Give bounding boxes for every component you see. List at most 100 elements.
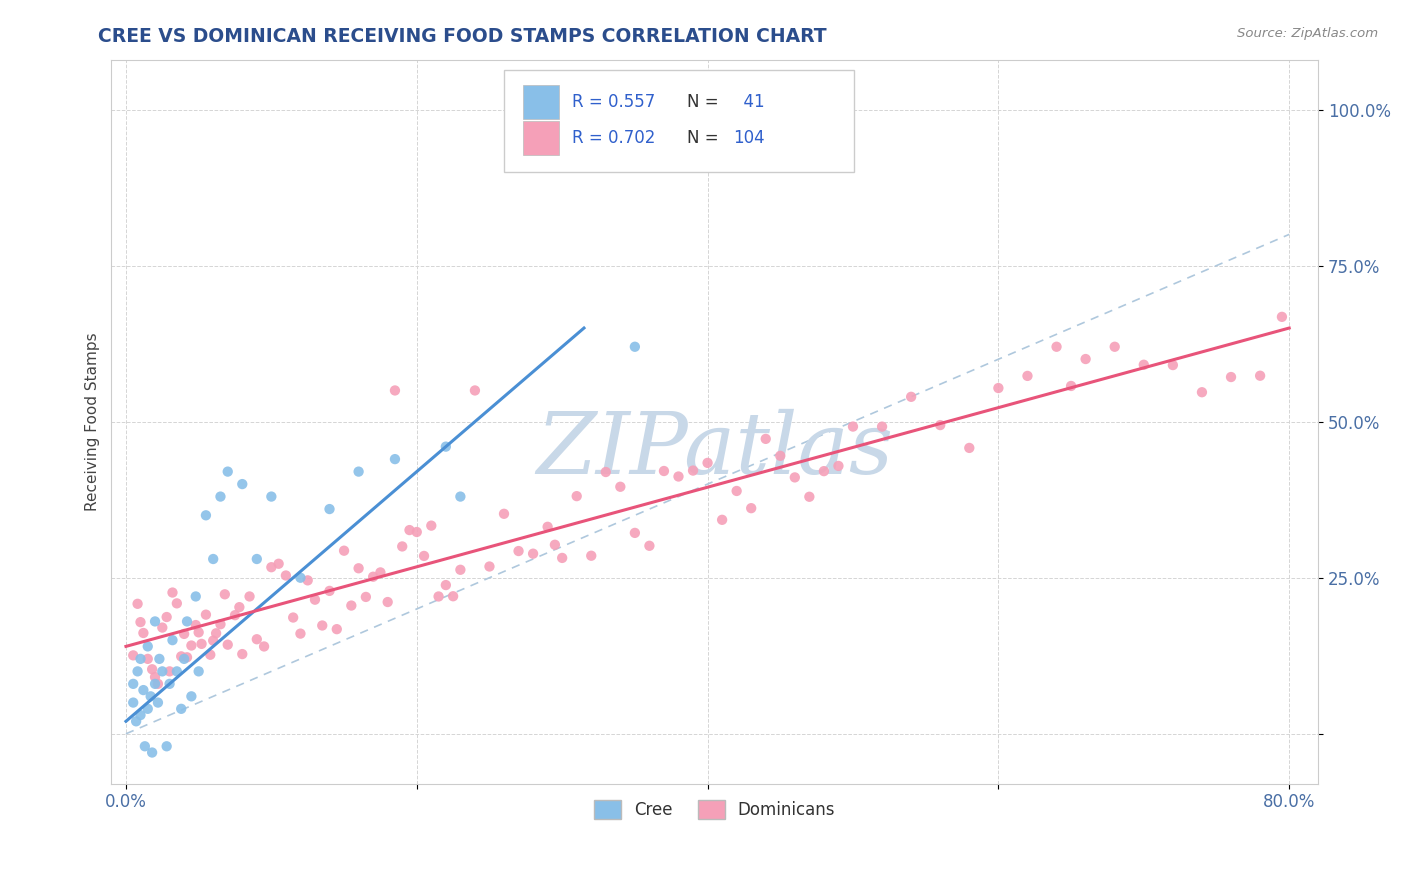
Point	[260, 560, 283, 574]
Point	[297, 574, 319, 588]
Point	[304, 592, 326, 607]
Point	[184, 618, 207, 632]
Point	[231, 647, 253, 661]
Point	[209, 490, 232, 504]
Point	[267, 557, 290, 571]
Point	[347, 465, 370, 479]
Point	[361, 570, 384, 584]
Point	[449, 490, 471, 504]
Point	[354, 590, 377, 604]
Point	[434, 578, 457, 592]
Point	[170, 702, 193, 716]
Point	[122, 648, 145, 663]
Point	[711, 513, 734, 527]
Point	[1045, 340, 1067, 354]
Point	[755, 432, 778, 446]
FancyBboxPatch shape	[503, 70, 853, 172]
Point	[224, 608, 246, 623]
Point	[682, 464, 704, 478]
Point	[246, 552, 269, 566]
Point	[740, 501, 762, 516]
Text: N =: N =	[688, 93, 724, 111]
Point	[200, 648, 222, 662]
Point	[176, 650, 198, 665]
Point	[180, 639, 202, 653]
Point	[427, 590, 450, 604]
Text: N =: N =	[688, 128, 724, 147]
Text: R = 0.702: R = 0.702	[572, 128, 655, 147]
Point	[370, 566, 392, 580]
Point	[129, 708, 152, 723]
Point	[1017, 368, 1039, 383]
Point	[1220, 370, 1243, 384]
Point	[311, 618, 333, 632]
Point	[214, 587, 236, 601]
Point	[146, 677, 169, 691]
Point	[900, 390, 922, 404]
Point	[134, 739, 156, 754]
Point	[122, 696, 145, 710]
Point	[398, 523, 420, 537]
Point	[132, 683, 155, 698]
Point	[162, 585, 184, 599]
Point	[1104, 340, 1126, 354]
Point	[799, 490, 821, 504]
Point	[162, 633, 184, 648]
Point	[146, 696, 169, 710]
Point	[148, 652, 170, 666]
Point	[565, 489, 588, 503]
Point	[141, 662, 163, 676]
Point	[464, 384, 486, 398]
Point	[209, 617, 232, 632]
Text: 41: 41	[733, 93, 765, 111]
Text: 104: 104	[733, 128, 765, 147]
Point	[1249, 368, 1271, 383]
Y-axis label: Receiving Food Stamps: Receiving Food Stamps	[86, 333, 100, 511]
Point	[609, 480, 631, 494]
Point	[290, 626, 312, 640]
Point	[202, 633, 225, 648]
Point	[783, 470, 806, 484]
Point	[391, 540, 413, 554]
Point	[668, 469, 690, 483]
Point	[187, 665, 209, 679]
Point	[842, 419, 865, 434]
Point	[132, 626, 155, 640]
Point	[159, 677, 181, 691]
Point	[318, 502, 340, 516]
Point	[231, 477, 253, 491]
Point	[696, 456, 718, 470]
Point	[492, 507, 515, 521]
Point	[551, 550, 574, 565]
Point	[1074, 352, 1097, 367]
Point	[143, 670, 166, 684]
Point	[318, 583, 340, 598]
Point	[136, 702, 159, 716]
Point	[125, 714, 148, 729]
Point	[150, 665, 173, 679]
Point	[420, 518, 443, 533]
Point	[166, 665, 188, 679]
Point	[127, 597, 149, 611]
FancyBboxPatch shape	[523, 85, 560, 119]
Point	[202, 552, 225, 566]
Point	[624, 525, 647, 540]
Legend: Cree, Dominicans: Cree, Dominicans	[588, 794, 842, 826]
Point	[283, 610, 305, 624]
Point	[184, 590, 207, 604]
Point	[441, 589, 464, 603]
Point	[159, 665, 181, 679]
Point	[624, 340, 647, 354]
Point	[340, 599, 363, 613]
Point	[536, 520, 558, 534]
Point	[170, 649, 193, 664]
Point	[173, 652, 195, 666]
Text: R = 0.557: R = 0.557	[572, 93, 655, 111]
Point	[238, 590, 260, 604]
Point	[246, 632, 269, 647]
Point	[129, 652, 152, 666]
Point	[260, 490, 283, 504]
Point	[176, 615, 198, 629]
Point	[180, 690, 202, 704]
Point	[166, 596, 188, 610]
